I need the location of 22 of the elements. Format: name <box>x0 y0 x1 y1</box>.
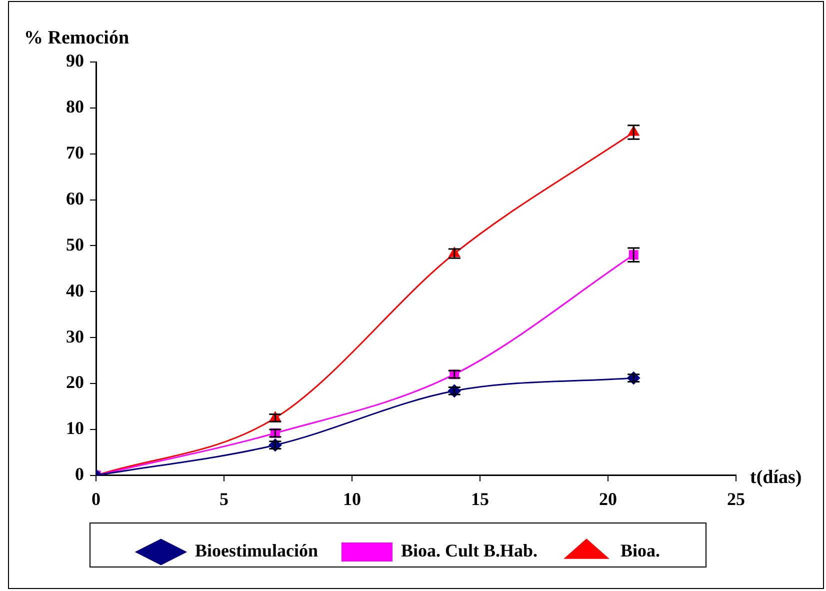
y-tick-label: 20 <box>66 372 84 392</box>
x-tick-label: 25 <box>727 488 745 509</box>
legend-label: Bioestimulación <box>194 540 318 561</box>
x-axis-title: t(días) <box>750 466 802 488</box>
y-tick-label: 40 <box>66 280 84 300</box>
y-tick-label: 60 <box>66 188 84 208</box>
x-tick-label: 10 <box>343 488 361 509</box>
y-tick-label: 90 <box>66 50 84 71</box>
x-tick-label: 20 <box>599 488 617 509</box>
legend-label: Bioa. Cult B.Hab. <box>400 540 538 561</box>
y-tick-label: 80 <box>66 96 84 117</box>
y-tick-label: 0 <box>75 464 84 484</box>
x-tick-label: 5 <box>220 488 228 509</box>
y-tick-label: 50 <box>66 234 84 254</box>
point <box>626 372 640 385</box>
legend-label: Bioa. <box>620 540 660 561</box>
y-tick-label: 30 <box>66 326 84 346</box>
x-tick-label: 15 <box>471 488 489 509</box>
y-tick-label: 70 <box>66 142 84 163</box>
y-axis-title: % Remoción <box>24 27 130 48</box>
x-tick-label: 0 <box>92 488 100 509</box>
y-tick-label: 10 <box>66 418 84 438</box>
